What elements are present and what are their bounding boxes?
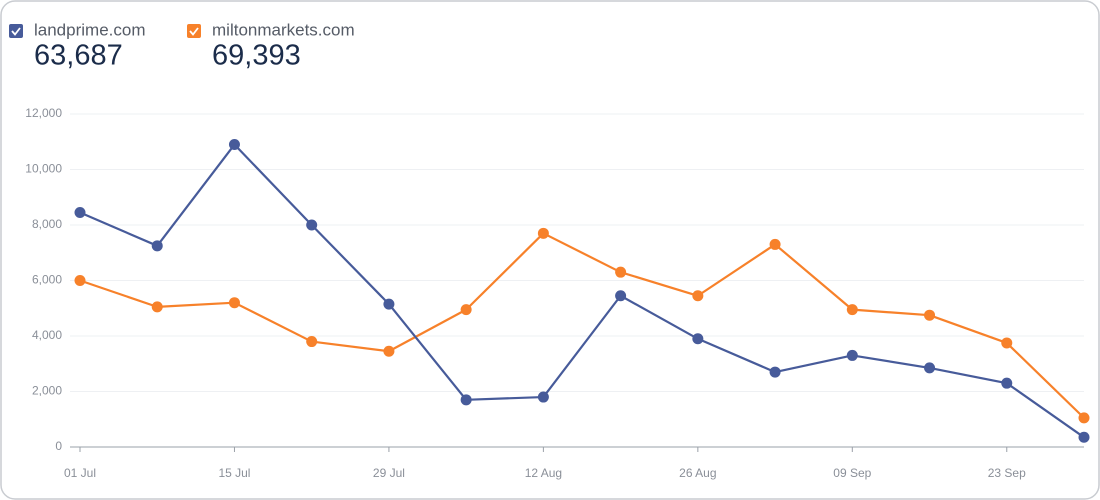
y-tick-label: 4,000 [32,328,62,342]
legend-name[interactable]: landprime.com [34,20,146,39]
data-point [1001,337,1013,349]
x-tick-label: 12 Aug [525,466,562,480]
y-tick-label: 10,000 [25,162,62,176]
data-point [769,366,781,378]
legend-checkbox[interactable] [187,24,201,38]
data-point [383,298,395,310]
legend-check[interactable] [189,27,199,36]
x-tick-label: 09 Sep [833,466,871,480]
y-tick-label: 0 [55,439,62,453]
data-point [228,139,240,151]
data-point [151,240,163,252]
data-point [228,297,240,309]
legend-name[interactable]: miltonmarkets.com [212,20,355,39]
data-point [74,207,86,219]
y-tick-label: 6,000 [32,273,62,287]
data-point [769,238,781,250]
x-tick-label: 26 Aug [679,466,716,480]
x-tick-label: 01 Jul [64,466,96,480]
series-line [79,232,1085,419]
data-point [537,391,549,403]
data-point [306,336,318,348]
series-line [79,143,1085,439]
data-point [846,349,858,361]
x-tick-label: 15 Jul [218,466,250,480]
y-tick-label: 8,000 [32,217,62,231]
data-point [692,290,704,302]
x-tick-label: 29 Jul [373,466,405,480]
data-point [74,275,86,286]
data-point [846,304,858,316]
legend-checkbox[interactable] [9,24,23,38]
y-tick-label: 2,000 [32,384,62,398]
legend-total: 63,687 [34,40,123,72]
legend-total: 69,393 [212,40,301,72]
data-point [692,333,704,345]
data-point [151,301,163,313]
data-point [1078,431,1090,443]
data-point [924,309,936,321]
y-tick-label: 12,000 [25,106,62,120]
data-point [1001,377,1013,389]
data-point [460,394,472,406]
legend-check[interactable] [11,27,21,36]
data-point [383,345,395,357]
x-tick-label: 23 Sep [988,466,1026,480]
data-point [615,266,627,278]
data-point [460,304,472,316]
data-point [1078,412,1090,424]
data-point [924,362,936,374]
data-point [615,290,627,302]
data-point [537,227,549,239]
data-point [306,219,318,231]
